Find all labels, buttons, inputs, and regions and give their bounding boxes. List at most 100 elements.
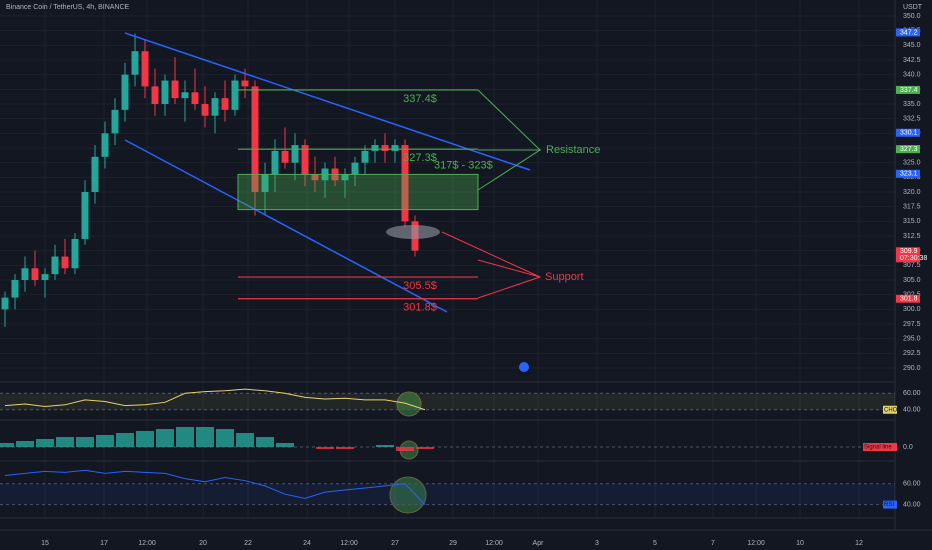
candle-body [171,80,179,99]
candle-body [261,174,269,192]
price-tag [896,85,920,94]
histogram-bar [76,437,94,447]
highlight [386,225,440,239]
band [0,393,895,410]
candle-body [131,51,139,75]
y-tick-label: 312.5 [903,233,921,240]
indicator-tag [863,443,897,451]
histogram-bar [196,427,214,447]
candle-body [381,145,389,151]
histogram-bar [256,437,274,447]
histogram-bar [116,433,134,447]
price-tag-label: 337.4 [900,87,918,94]
grid [0,0,895,518]
price-tag [896,247,920,263]
zone [237,173,479,211]
candle-body [91,156,99,192]
candle-body [231,80,239,110]
candle-body [1,297,9,310]
y-tick-label: 332.5 [903,116,921,123]
price-tag-label: 309.9 [900,248,918,255]
candle-body [361,150,369,163]
y-tick-label: 350.0 [903,13,921,20]
support-arrows [441,231,542,299]
x-tick-label: 12:00 [485,540,503,547]
x-tick-label: 17 [100,540,108,547]
price-tag [896,28,920,37]
candle-body [221,98,229,110]
indicator-name: Signal line [864,445,892,451]
candle-body [271,150,279,175]
y-tick-label: 320.0 [903,189,921,196]
y-tick-label: 300.0 [903,306,921,313]
price-tag [896,169,920,178]
histogram-bar [176,427,194,447]
price-tag [896,128,920,137]
y-tick-label: 342.5 [903,57,921,64]
x-tick-label: 15 [41,540,49,547]
candle-body [181,92,189,99]
countdown: 07:30:38 [900,255,927,262]
histogram-bar [16,441,34,447]
candle-body [71,238,79,269]
drawings [124,32,542,514]
level-label: 305.5$ [403,280,437,292]
x-tick-label: 12 [855,540,863,547]
y-tick-label: 335.0 [903,101,921,108]
resistance-arrows [477,89,542,191]
price-tag-label: 323.1 [900,171,918,178]
support-label: Support [545,271,584,283]
candle-body [371,145,379,151]
x-tick-label: 22 [244,540,252,547]
candle-body [401,145,409,222]
indicator-line [4,469,426,505]
histogram-bar [276,443,294,447]
candle-body [201,104,209,116]
indicator-line [4,388,426,411]
channel-lower [124,139,448,313]
candle-body [111,109,119,134]
event-icon [519,362,529,372]
candle-body [311,174,319,181]
candle-body [301,145,309,175]
x-tick-label: 12:00 [747,540,765,547]
y-tick-label: 317.5 [903,204,921,211]
level-label: 301.8$ [403,302,437,314]
price-tag-label: 330.1 [900,130,918,137]
level-label: 327.3$ [403,152,437,164]
price-tag-label: 347.2 [900,29,918,36]
y-tick-label: 297.5 [903,321,921,328]
candle-body [251,86,259,192]
y-tick-label: 0.0 [903,444,913,451]
indicator-tag [883,500,897,509]
candle-body [241,80,249,87]
band [0,483,895,505]
y-tick-label: 60.00 [903,481,921,488]
candle-body [391,145,399,151]
indicator-tag [883,405,897,414]
histogram-bar [416,447,434,449]
resistance-label: Resistance [546,144,600,156]
x-tick-label: 10 [796,540,804,547]
price-tag [896,145,920,154]
y-tick-label: 340.0 [903,72,921,79]
indicator-name: RSI [884,502,894,508]
x-tick-label: Apr [533,540,545,547]
histogram-bar [216,429,234,447]
zone-label: 317$ - 323$ [434,159,493,171]
histogram-bar [96,435,114,447]
y-tick-label: 305.0 [903,277,921,284]
y-tick-label: 345.0 [903,42,921,49]
histogram-bar [0,443,14,447]
price-tag [896,294,920,303]
candle-body [31,268,39,280]
x-tick-label: 27 [391,540,399,547]
y-tick-label: 307.5 [903,262,921,269]
x-tick-label: 12:00 [138,540,156,547]
highlight [389,476,427,514]
y-tick-label: 315.0 [903,218,921,225]
candle-body [21,268,29,280]
candle-body [151,86,159,104]
